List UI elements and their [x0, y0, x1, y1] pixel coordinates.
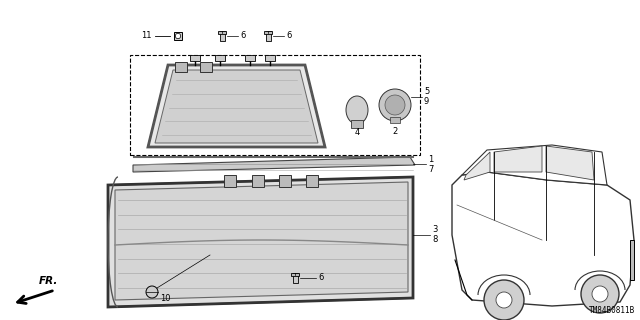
Bar [175, 62, 187, 72]
Circle shape [379, 89, 411, 121]
Bar [292, 273, 298, 283]
Polygon shape [546, 146, 594, 180]
Polygon shape [155, 70, 318, 143]
Circle shape [484, 280, 524, 320]
Text: 6: 6 [240, 31, 245, 41]
Text: 11: 11 [141, 31, 152, 41]
Circle shape [496, 292, 512, 308]
Text: 8: 8 [432, 236, 437, 244]
Text: 3: 3 [432, 226, 437, 235]
Bar [174, 32, 182, 40]
Polygon shape [148, 65, 325, 147]
Bar [224, 175, 236, 187]
Text: 1: 1 [428, 156, 433, 164]
Bar [245, 55, 255, 61]
Bar [215, 55, 225, 61]
Bar [351, 120, 363, 128]
Polygon shape [108, 177, 413, 307]
Bar [220, 31, 225, 41]
Bar [264, 31, 272, 34]
Polygon shape [494, 146, 542, 172]
Bar [218, 31, 226, 34]
Circle shape [592, 286, 608, 302]
Bar [291, 273, 299, 276]
Text: 2: 2 [392, 127, 397, 136]
Polygon shape [452, 172, 634, 306]
Text: FR.: FR. [38, 276, 58, 286]
Bar [306, 175, 318, 187]
Bar [279, 175, 291, 187]
Text: 7: 7 [428, 164, 433, 173]
Bar [130, 55, 420, 155]
Bar [265, 55, 275, 61]
Bar [266, 31, 271, 41]
Text: 9: 9 [424, 98, 429, 107]
Bar [390, 117, 400, 123]
Circle shape [146, 286, 158, 298]
Text: 4: 4 [355, 128, 360, 137]
Circle shape [175, 33, 180, 39]
Text: 6: 6 [318, 274, 323, 283]
Text: 10: 10 [160, 294, 170, 303]
Circle shape [385, 95, 405, 115]
Ellipse shape [346, 96, 368, 124]
Polygon shape [133, 157, 415, 172]
Bar [190, 55, 200, 61]
Polygon shape [464, 152, 490, 180]
Bar [252, 175, 264, 187]
Polygon shape [115, 182, 408, 300]
Text: 6: 6 [286, 31, 291, 41]
Polygon shape [630, 240, 634, 280]
Bar [200, 62, 212, 72]
Text: 5: 5 [424, 87, 429, 97]
Circle shape [581, 275, 619, 313]
Polygon shape [462, 145, 607, 185]
Text: TM84B0811B: TM84B0811B [589, 306, 635, 315]
